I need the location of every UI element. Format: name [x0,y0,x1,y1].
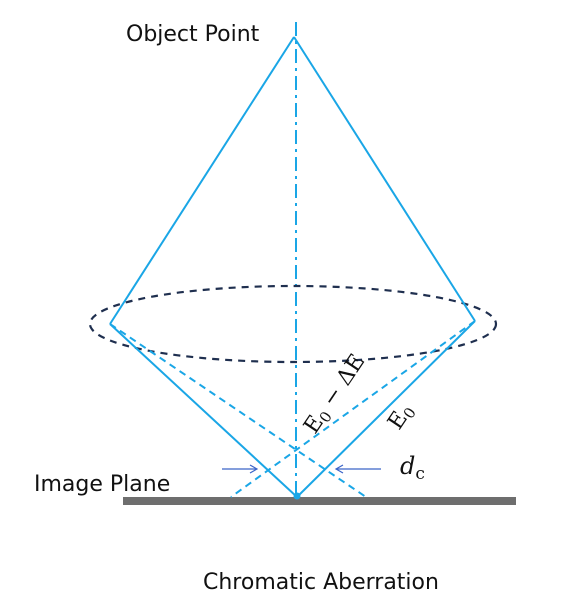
figure-caption: Chromatic Aberration [203,570,439,595]
incoming-ray-left [109,36,295,325]
left-pointing-arrow-icon [334,464,381,474]
image-plane-label: Image Plane [34,472,170,497]
object-point-label: Object Point [126,22,260,47]
incoming-ray-right [293,36,476,322]
right-pointing-arrow-icon [222,464,259,474]
disc-diameter-label: dc [400,452,425,484]
image-plane-bar [123,497,516,505]
shifted-energy-label: E0 − ΔE [299,350,372,440]
lens-outline [88,284,498,364]
shifted-ray-right [230,320,476,498]
focused-ray-left [109,323,298,498]
shifted-ray-left [109,323,367,498]
focused-ray-right [296,320,476,498]
energy-label: E0 [383,399,420,435]
image-point [293,492,301,500]
